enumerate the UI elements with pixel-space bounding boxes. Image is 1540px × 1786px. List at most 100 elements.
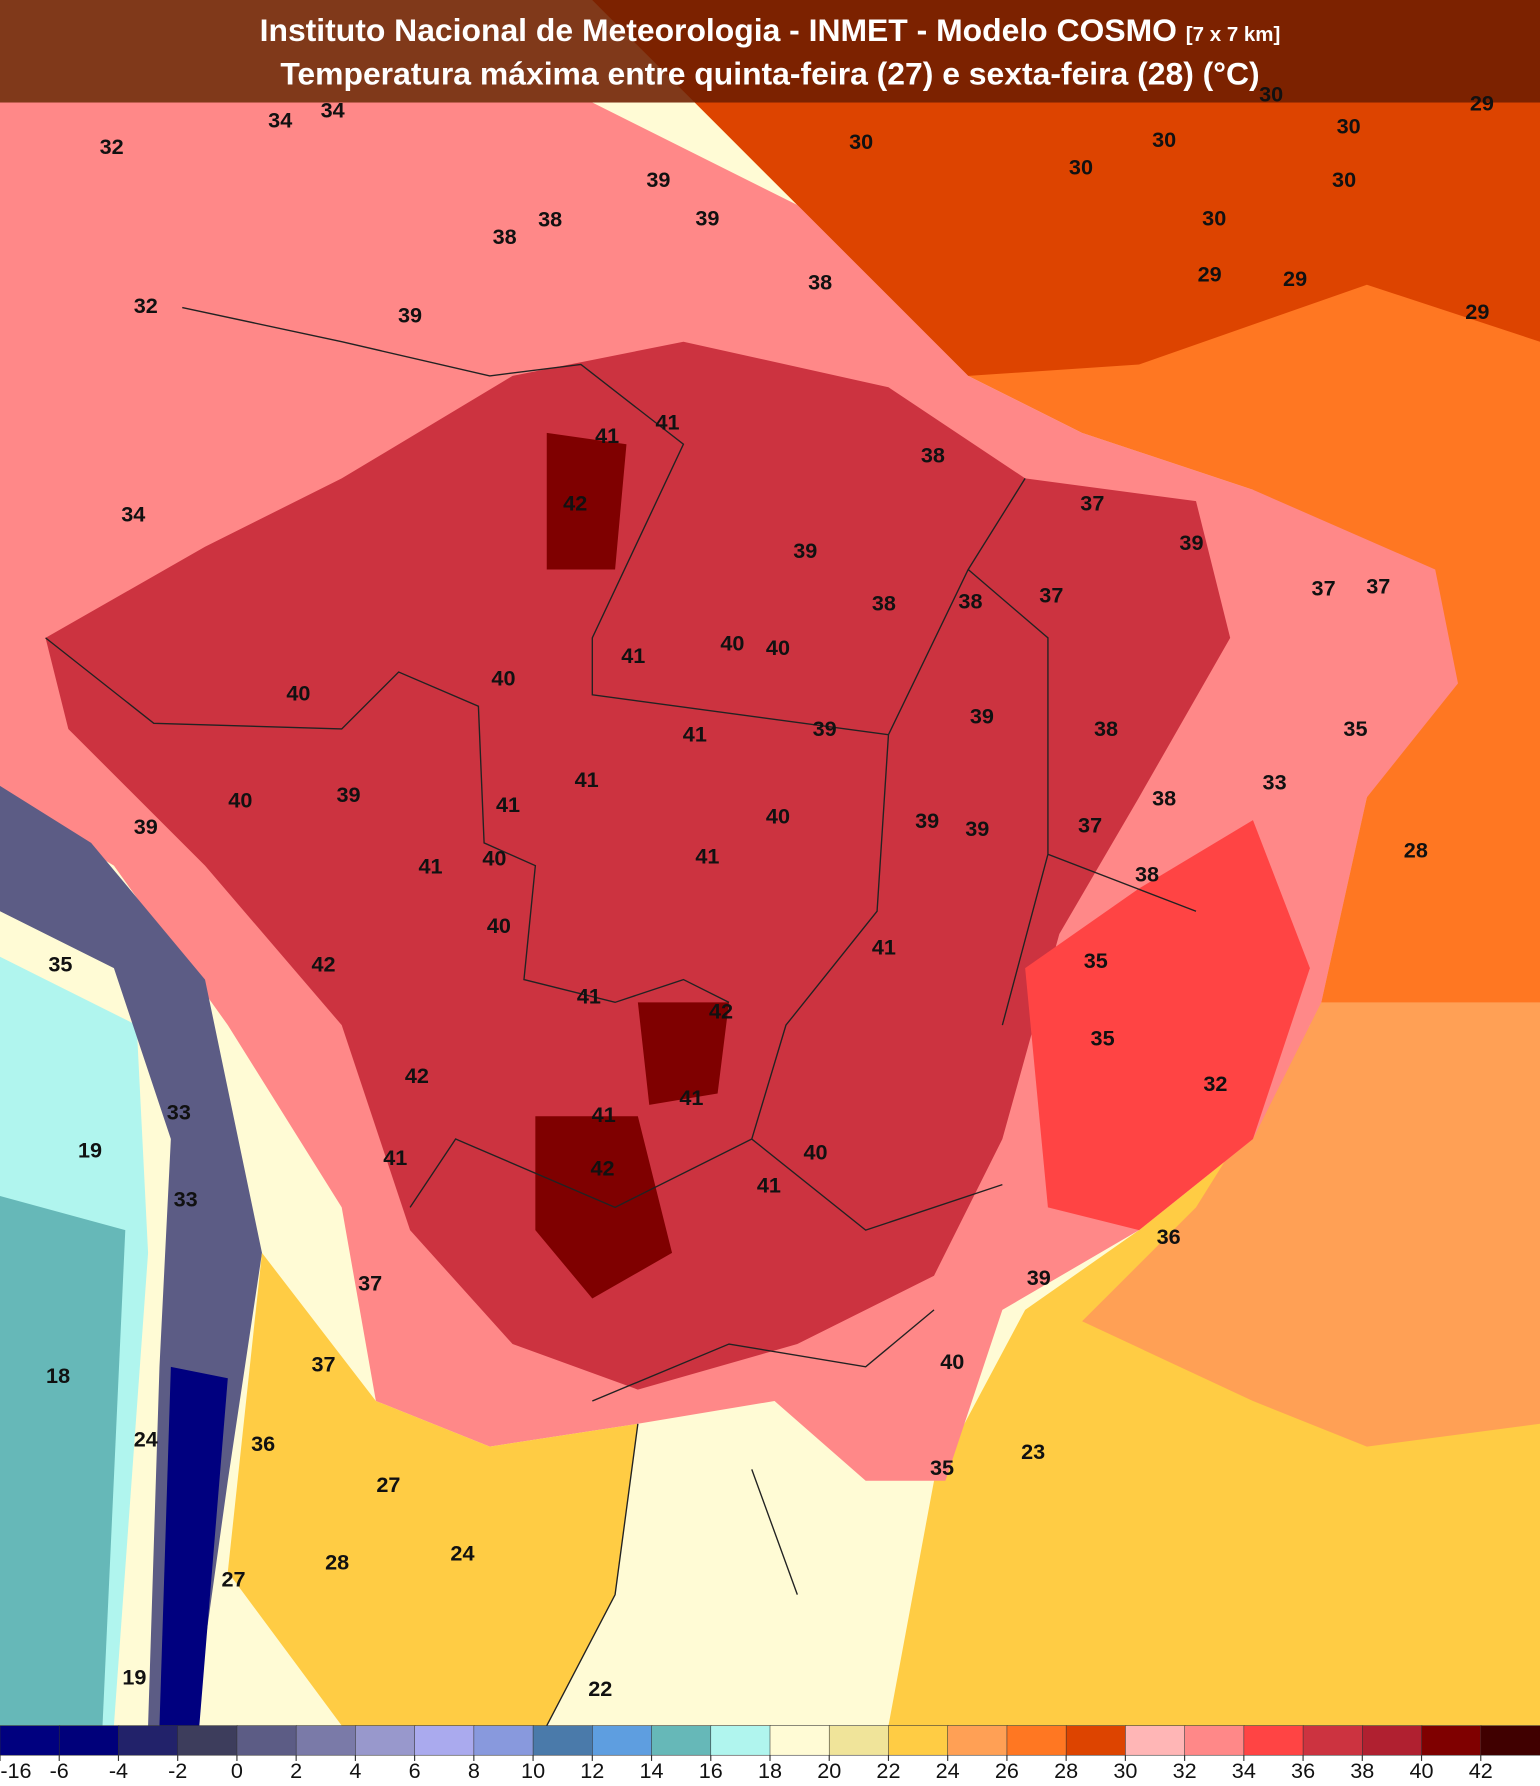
colorbar-tick-label: 40: [1410, 1758, 1434, 1783]
colorbar-swatch: [532, 1725, 594, 1756]
temperature-label: 30: [1259, 81, 1283, 106]
temperature-label: 35: [930, 1455, 954, 1480]
temperature-label: 41: [383, 1145, 407, 1170]
colorbar-tick-label: 26: [995, 1758, 1019, 1783]
temperature-label: 34: [121, 502, 145, 527]
temperature-label: 30: [1069, 154, 1093, 179]
temperature-labels: 32 34 34 39 39 38 38 30 30 30 30 30 29 30 30 29 29 29 38 32…: [46, 81, 1494, 1701]
colorbar-tick-label: 12: [580, 1758, 604, 1783]
colorbar-swatch: [651, 1725, 712, 1756]
temperature-label: 29: [1470, 91, 1494, 116]
temperature-label: 41: [419, 854, 443, 879]
temperature-label: 38: [808, 269, 832, 294]
colorbar-swatch: [236, 1725, 298, 1756]
temperature-label: 41: [679, 1085, 703, 1110]
colorbar-swatch: [710, 1725, 771, 1756]
temperature-label: 38: [1152, 785, 1176, 810]
colorbar-tick-label: 30: [1113, 1758, 1137, 1783]
temperature-label: 38: [921, 442, 945, 467]
colorbar-tick-label: -6: [50, 1758, 69, 1783]
temperature-label: 42: [405, 1063, 429, 1088]
temperature-label: 42: [709, 998, 733, 1023]
temperature-label: 40: [804, 1140, 828, 1165]
temperature-label: 39: [965, 816, 989, 841]
temperature-label: 40: [491, 666, 515, 691]
temperature-label: 38: [872, 591, 896, 616]
colorbar-tick-label: 38: [1350, 1758, 1374, 1783]
colorbar-swatch: [947, 1725, 1008, 1756]
colorbar-swatch: [1006, 1725, 1068, 1756]
temperature-label: 30: [1202, 206, 1226, 231]
colorbar-swatch: [592, 1725, 653, 1756]
temperature-label: 38: [493, 224, 517, 249]
colorbar-swatch: [355, 1725, 416, 1756]
temperature-label: 29: [1465, 299, 1489, 324]
colorbar-swatch: [0, 1725, 61, 1756]
temperature-label: 33: [167, 1100, 191, 1125]
colorbar-swatch: [1243, 1725, 1304, 1756]
temperature-label: 38: [1094, 716, 1118, 741]
temperature-label: 23: [1021, 1439, 1045, 1464]
title: Instituto Nacional de Meteorologia - INM…: [260, 12, 1281, 48]
temperature-label: 40: [766, 635, 790, 660]
colorbar-swatch: [828, 1725, 890, 1756]
temperature-label: 39: [970, 703, 994, 728]
temperature-label: 39: [1179, 530, 1203, 555]
temperature-label: 40: [487, 913, 511, 938]
temperature-label: 32: [100, 134, 124, 159]
colorbar-swatch: [1480, 1725, 1540, 1756]
colorbar-tick-label: 4: [349, 1758, 361, 1783]
colorbar-swatch: [1065, 1725, 1127, 1756]
temperature-label: 22: [588, 1676, 612, 1701]
colorbar-tick-label: 2: [290, 1758, 302, 1783]
temperature-label: 40: [766, 804, 790, 829]
colorbar-tick-label: 18: [758, 1758, 782, 1783]
temperature-label: 28: [1404, 838, 1428, 863]
temperature-label: 41: [575, 767, 599, 792]
temperature-label: 27: [376, 1472, 400, 1497]
colorbar-swatch: [1421, 1725, 1482, 1756]
temperature-label: 41: [872, 935, 896, 960]
temperature-label: 29: [1198, 261, 1222, 286]
colorbar-tick-label: 10: [521, 1758, 545, 1783]
colorbar-swatch: [1184, 1725, 1245, 1756]
temperature-label: 41: [595, 423, 619, 448]
colorbar-swatch: [118, 1725, 179, 1756]
colorbar-tick-label: 22: [876, 1758, 900, 1783]
colorbar-tick-label: -2: [168, 1758, 187, 1783]
colorbar-tick-label: 36: [1291, 1758, 1315, 1783]
colorbar-swatch: [414, 1725, 475, 1756]
temperature-label: 35: [1084, 948, 1108, 973]
temperature-label: 41: [592, 1102, 616, 1127]
temperature-label: 24: [450, 1540, 474, 1565]
temperature-label: 30: [1332, 167, 1356, 192]
colorbar-tick-label: 32: [1173, 1758, 1197, 1783]
temperature-label: 27: [221, 1567, 245, 1592]
temperature-label: 37: [358, 1271, 382, 1296]
temperature-label: 40: [286, 681, 310, 706]
colorbar-swatch: [1125, 1725, 1186, 1756]
temperature-label: 39: [695, 206, 719, 231]
colorbar-swatch: [473, 1725, 534, 1756]
temperature-label: 40: [228, 788, 252, 813]
title-main: Instituto Nacional de Meteorologia - INM…: [260, 12, 1177, 48]
temperature-label: 41: [621, 643, 645, 668]
temperature-label: 41: [496, 792, 520, 817]
temperature-label: 39: [915, 808, 939, 833]
colorbar-tick-label: 8: [468, 1758, 480, 1783]
temperature-label: 36: [1157, 1224, 1181, 1249]
temperature-label: 39: [398, 302, 422, 327]
temperature-label: 18: [46, 1363, 70, 1388]
temperature-label: 35: [48, 952, 72, 977]
temperature-label: 28: [325, 1550, 349, 1575]
colorbar-swatch: [177, 1725, 238, 1756]
temperature-label: 40: [940, 1349, 964, 1374]
colorbar-tick-label: 42: [1469, 1758, 1493, 1783]
colorbar-tick-label: 20: [817, 1758, 841, 1783]
colorbar-tick-label: 6: [409, 1758, 421, 1783]
temperature-label: 39: [1027, 1265, 1051, 1290]
temperature-label: 42: [591, 1156, 615, 1181]
colorbar-swatch: [888, 1725, 949, 1756]
temperature-label: 37: [1078, 813, 1102, 838]
